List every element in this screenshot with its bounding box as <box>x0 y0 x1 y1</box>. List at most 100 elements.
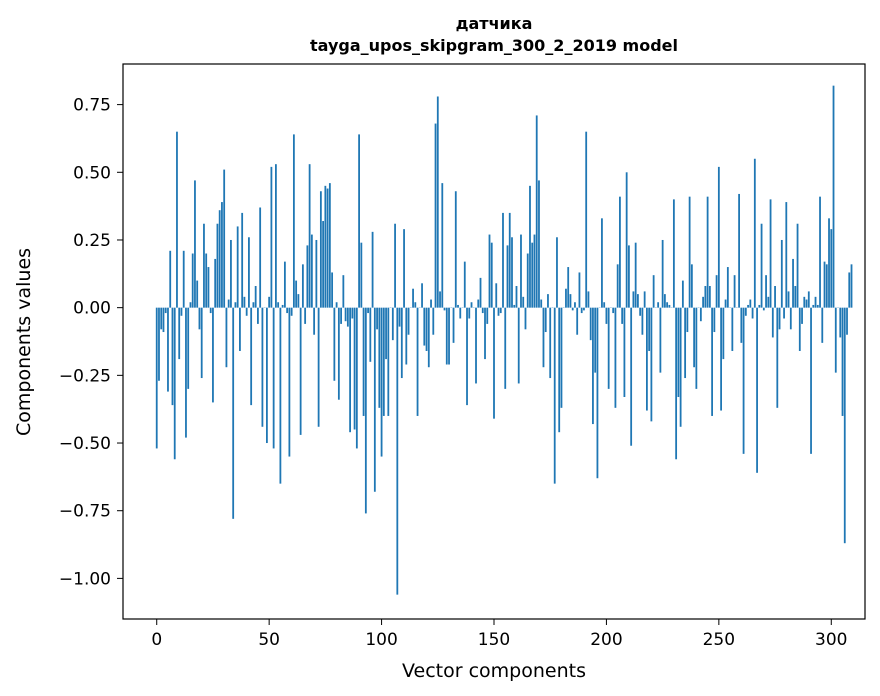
bar <box>364 307 367 514</box>
bar <box>394 223 396 308</box>
bar <box>385 307 387 360</box>
bar <box>747 304 749 308</box>
bar <box>259 207 262 308</box>
bar <box>268 296 271 308</box>
bar <box>234 302 237 308</box>
bar <box>648 307 651 351</box>
bar <box>704 286 707 308</box>
bar <box>459 307 462 319</box>
bar <box>614 307 617 408</box>
chart-title-line1: датчика <box>456 14 533 33</box>
bar <box>607 307 610 389</box>
bar <box>502 212 504 308</box>
x-tick-label: 200 <box>590 630 622 650</box>
bar <box>540 299 543 308</box>
bar <box>160 307 163 330</box>
bar <box>223 169 226 308</box>
bar <box>810 307 812 454</box>
bar <box>681 280 684 308</box>
bar <box>828 218 830 308</box>
bar <box>481 307 484 314</box>
bar <box>556 237 558 308</box>
bar <box>724 299 727 308</box>
bar <box>702 296 705 308</box>
bar <box>243 296 246 308</box>
bar <box>807 291 810 308</box>
y-axis-label: Components values <box>13 248 35 436</box>
bar <box>816 304 819 308</box>
bar <box>625 172 628 308</box>
bar <box>751 307 754 319</box>
y-tick-label: −1.00 <box>59 569 111 589</box>
x-tick-label: 100 <box>365 630 397 650</box>
bar <box>780 239 783 308</box>
bar <box>178 307 181 360</box>
bar <box>198 307 201 330</box>
bars-group <box>155 85 853 595</box>
y-tick-label: 0.75 <box>73 96 111 116</box>
x-tick-label: 150 <box>478 630 510 650</box>
bar <box>452 307 455 343</box>
bar <box>355 307 358 449</box>
bar <box>522 296 525 308</box>
bar <box>358 134 360 308</box>
bar <box>376 307 378 330</box>
bar <box>652 275 655 308</box>
bar <box>497 307 500 316</box>
bar <box>275 164 277 308</box>
bar <box>769 199 772 308</box>
bar <box>328 183 331 308</box>
bar <box>382 307 385 416</box>
bar <box>421 283 423 308</box>
bar <box>288 307 291 457</box>
y-tick-label: 0.00 <box>73 299 111 319</box>
bar <box>672 199 675 308</box>
bar <box>798 307 801 351</box>
bar <box>290 307 293 316</box>
bar <box>706 196 709 308</box>
bar <box>756 307 758 473</box>
bar <box>513 304 516 308</box>
bar <box>803 296 806 308</box>
bar <box>194 180 196 308</box>
bar <box>221 202 223 308</box>
bar <box>731 307 734 351</box>
bar <box>511 237 513 308</box>
bar <box>164 307 167 314</box>
bar <box>762 307 765 311</box>
bar <box>427 307 430 368</box>
x-tick-label: 0 <box>151 630 162 650</box>
bar <box>848 272 851 308</box>
bar <box>470 302 473 308</box>
bar <box>205 253 208 308</box>
bar <box>843 307 846 544</box>
bar <box>715 275 718 308</box>
bar <box>232 307 235 519</box>
x-tick-label: 50 <box>258 630 280 650</box>
bar <box>196 280 199 308</box>
bar <box>774 286 776 308</box>
bar <box>434 123 437 308</box>
bar <box>778 307 781 330</box>
bar <box>486 307 489 324</box>
bar <box>675 307 678 460</box>
bar <box>239 307 241 351</box>
bar <box>306 245 309 308</box>
bar <box>317 307 320 427</box>
bar <box>248 237 250 308</box>
bar <box>695 307 698 389</box>
bar <box>479 277 482 308</box>
bar <box>621 307 624 324</box>
bar <box>567 267 570 308</box>
bar <box>841 307 844 416</box>
bar <box>663 294 666 308</box>
bar <box>783 307 785 319</box>
bar <box>666 302 669 308</box>
bar <box>279 307 282 484</box>
bar <box>632 291 635 308</box>
bar <box>176 131 178 308</box>
bar <box>508 212 511 308</box>
bar <box>344 307 347 322</box>
bar <box>171 307 174 406</box>
y-axis-ticks: −1.00 −0.75 −0.50 −0.25 0.00 0.25 0.50 0.75 <box>59 96 123 589</box>
